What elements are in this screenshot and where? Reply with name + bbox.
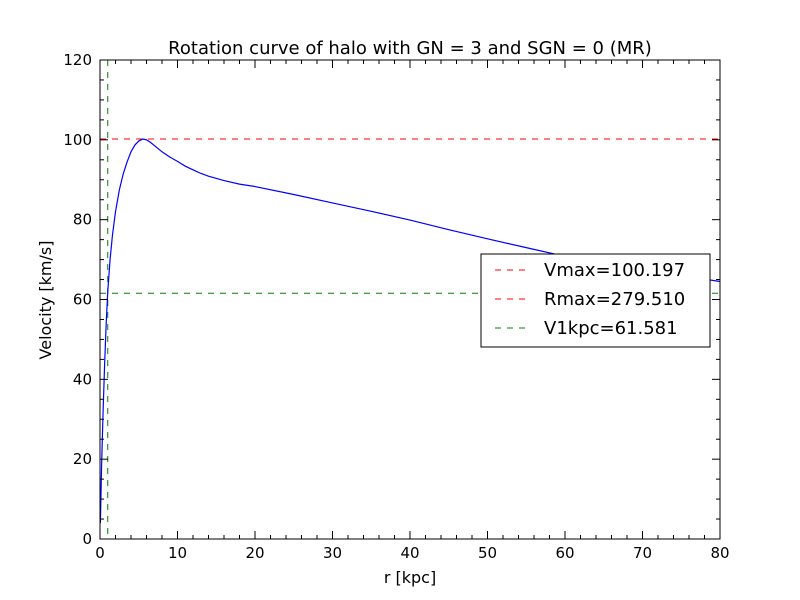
y-tick-label: 0	[82, 530, 92, 548]
x-tick-label: 0	[95, 544, 105, 562]
x-tick-label: 60	[555, 544, 574, 562]
axis-ticks: 0 10 20 30 40 50 60 70 80 0 20 40 60 80 100 120	[63, 51, 729, 562]
legend-label: Vmax=100.197	[544, 260, 685, 281]
y-axis-label: Velocity [km/s]	[36, 241, 55, 360]
series-group	[100, 138, 720, 524]
legend: Vmax=100.197 Rmax=279.510 V1kpc=61.581	[480, 253, 711, 348]
chart-title: Rotation curve of halo with GN = 3 and S…	[168, 38, 652, 59]
y-tick-label: 40	[73, 370, 92, 388]
x-tick-label: 10	[168, 544, 187, 562]
x-tick-label: 30	[323, 544, 342, 562]
x-tick-label: 70	[633, 544, 652, 562]
y-tick-label: 120	[63, 51, 92, 69]
series-line-0	[100, 138, 720, 524]
x-tick-label: 80	[710, 544, 729, 562]
plot-frame	[99, 59, 721, 540]
x-axis-label: r [kpc]	[384, 568, 436, 587]
legend-label: V1kpc=61.581	[544, 318, 678, 339]
legend-label: Rmax=279.510	[544, 289, 685, 310]
y-tick-label: 80	[73, 211, 92, 229]
x-tick-label: 50	[478, 544, 497, 562]
y-tick-label: 100	[63, 131, 92, 149]
y-tick-label: 60	[73, 291, 92, 309]
y-tick-label: 20	[73, 450, 92, 468]
x-tick-label: 40	[400, 544, 419, 562]
x-tick-label: 20	[245, 544, 264, 562]
